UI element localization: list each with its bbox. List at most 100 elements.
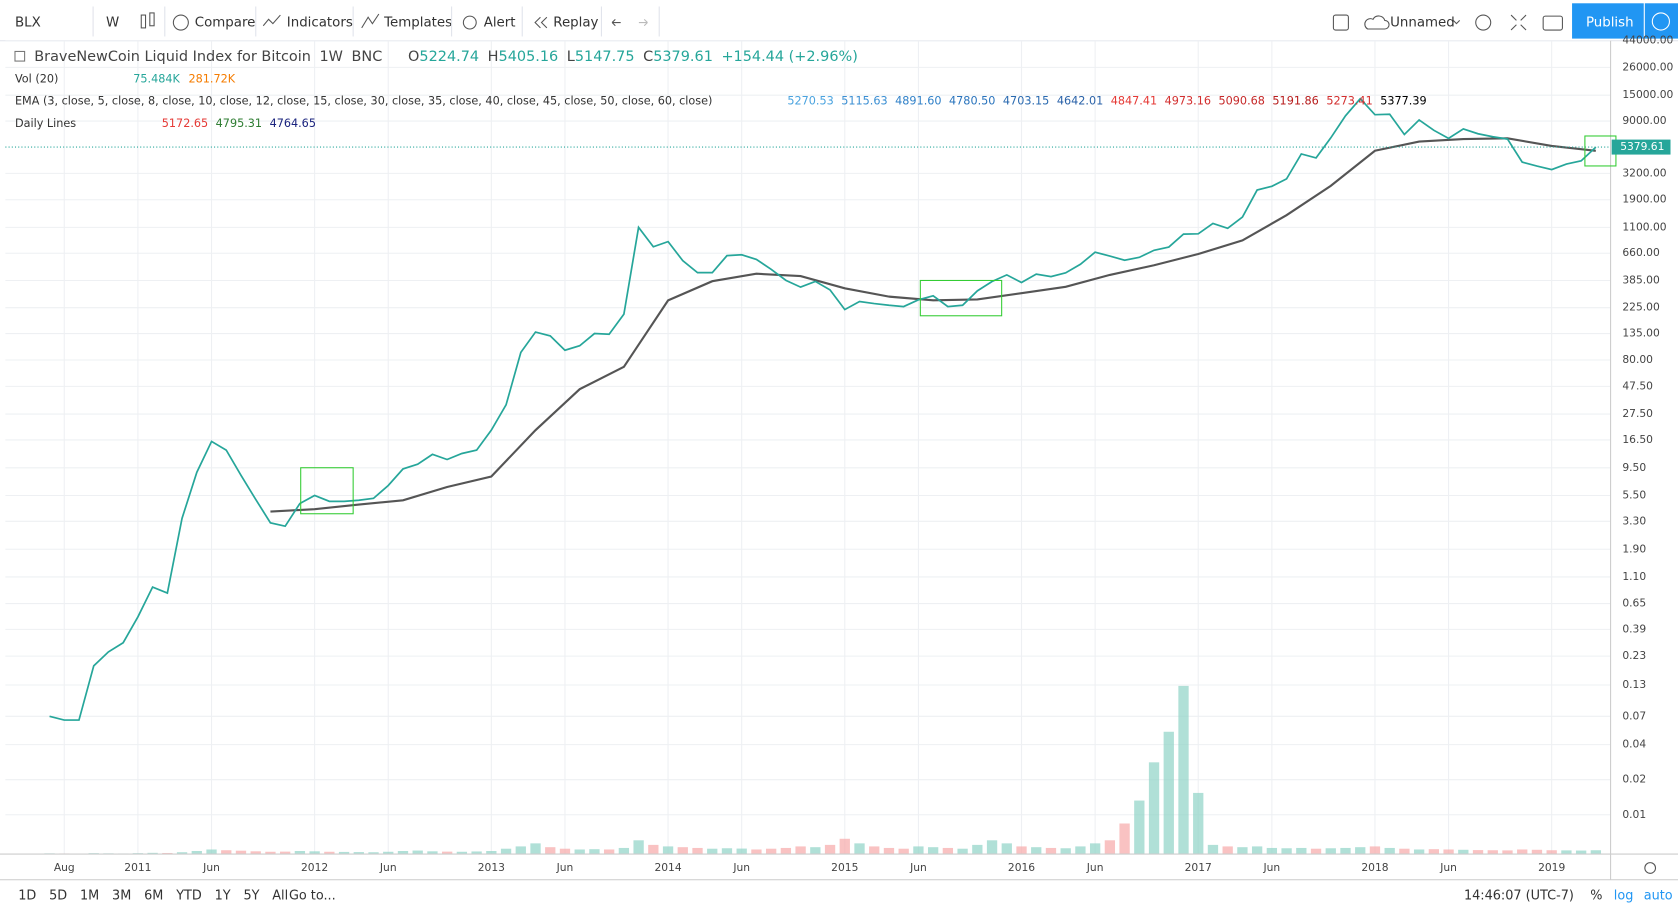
range-button[interactable]: 5Y [243,888,259,903]
y-tick-label: 385.00 [1622,274,1660,287]
log-toggle[interactable]: log [1614,888,1634,903]
volume-bar [1075,846,1085,854]
x-tick-label: Aug [54,861,75,874]
daily-lines-value: 5172.65 [162,117,208,130]
templates-button[interactable]: Templates [383,16,452,31]
volume-bar [530,843,540,854]
volume-value: 75.484K [133,72,180,85]
range-button[interactable]: 1D [18,888,36,903]
range-button[interactable]: 1M [80,888,99,903]
last-price-label: 5379.61 [1620,140,1664,153]
y-tick-label: 3200.00 [1622,166,1666,179]
y-tick-label: 15000.00 [1622,88,1673,101]
x-tick-label: 2015 [831,861,858,874]
high-label: H [488,49,499,65]
range-button[interactable]: All [272,888,288,903]
daily-lines-value: 4764.65 [270,117,316,130]
ema-value: 5273.41 [1326,95,1372,108]
volume-bar [1517,849,1527,854]
range-button[interactable]: 1Y [215,888,231,903]
daily-lines-label: Daily Lines [15,117,76,130]
symbol-input[interactable]: BLX [15,16,41,31]
volume-bar [1547,850,1557,854]
ema-value: 4891.60 [895,95,941,108]
x-tick-label: 2013 [478,861,505,874]
volume-bar [604,849,614,854]
volume-bar [206,849,216,854]
volume-bar [1591,850,1601,854]
open-label: O [408,49,419,65]
volume-bar [943,848,953,854]
volume-bar [840,839,850,854]
ema-value: 5090.68 [1219,95,1265,108]
compare-button[interactable]: Compare [195,16,256,31]
y-tick-label: 225.00 [1622,301,1660,314]
clock: 14:46:07 (UTC-7) [1464,888,1574,903]
series-interval: 1W [320,49,343,65]
replay-button[interactable]: Replay [553,16,598,31]
y-tick-label: 80.00 [1622,353,1653,366]
range-button[interactable]: 3M [112,888,131,903]
volume-bar [1208,845,1218,854]
open-value: 5224.74 [419,49,479,65]
daily-lines-value: 4795.31 [216,117,262,130]
volume-bar [1385,848,1395,854]
volume-bar [1164,732,1174,854]
volume-bar [1016,846,1026,854]
x-tick-label: Jun [909,861,927,874]
volume-bar [795,846,805,854]
volume-bar [1399,849,1409,854]
y-tick-label: 16.50 [1622,433,1653,446]
volume-bar [1046,848,1056,854]
y-tick-label: 9.50 [1622,461,1646,474]
y-tick-label: 5.50 [1622,488,1646,501]
volume-bar [825,845,835,854]
auto-toggle[interactable]: auto [1644,888,1673,903]
y-tick-label: 0.13 [1622,678,1646,691]
range-button[interactable]: 5D [49,888,67,903]
volume-bar [1237,847,1247,854]
volume-label: Vol (20) [15,72,58,85]
volume-bar [1090,843,1100,854]
volume-bar [663,846,673,854]
x-tick-label: 2019 [1538,861,1565,874]
x-tick-label: Jun [1263,861,1281,874]
ema-value: 4973.16 [1165,95,1211,108]
interval-button[interactable]: W [106,16,119,31]
goto-button[interactable]: Go to... [289,888,336,903]
range-button[interactable]: YTD [175,888,202,903]
volume-bar [619,848,629,854]
ema-value: 5191.86 [1272,95,1318,108]
y-tick-label: 0.07 [1622,709,1646,722]
alert-button[interactable]: Alert [484,16,516,31]
volume-bar [1414,849,1424,854]
y-tick-label: 0.04 [1622,738,1646,751]
volume-bar [737,849,747,855]
high-value: 5405.16 [499,49,559,65]
range-button[interactable]: 6M [144,888,163,903]
volume-bar [692,848,702,854]
x-tick-label: Jun [732,861,750,874]
y-tick-label: 1.90 [1622,542,1646,555]
volume-bar [1502,850,1512,854]
volume-bar [987,840,997,854]
volume-bar [884,848,894,854]
ema-value: 4703.15 [1003,95,1049,108]
y-tick-label: 3.30 [1622,514,1646,527]
volume-bar [1370,846,1380,854]
volume-bar [1473,850,1483,854]
indicators-button[interactable]: Indicators [287,16,353,31]
layout-name-button[interactable]: Unnamed [1390,16,1455,31]
y-tick-label: 0.02 [1622,773,1646,786]
y-tick-label: 1100.00 [1622,220,1666,233]
series-exchange: BNC [352,49,383,65]
volume-bar [1002,843,1012,854]
percent-toggle[interactable]: % [1590,888,1602,903]
y-tick-label: 0.39 [1622,622,1646,635]
volume-bar [1105,840,1115,854]
x-tick-label: Jun [1439,861,1457,874]
ema-value: 4847.41 [1111,95,1157,108]
volume-bar [957,849,967,854]
